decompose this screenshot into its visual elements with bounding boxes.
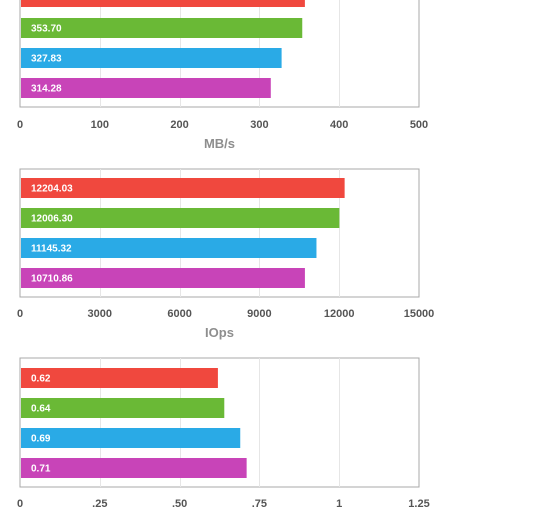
- tick-label: .25: [92, 498, 107, 510]
- tick-label: .50: [172, 498, 187, 510]
- tick-label: 100: [91, 119, 109, 131]
- bar: [21, 48, 282, 68]
- tick-label: 1: [336, 498, 342, 510]
- bar: [21, 428, 241, 448]
- tick-label: 500: [410, 119, 428, 131]
- bar: [21, 178, 345, 198]
- tick-label: 12000: [324, 308, 355, 320]
- data-label: 0.64: [31, 404, 51, 415]
- data-label: 353.70: [31, 24, 62, 35]
- data-label: 11145.32: [31, 244, 72, 255]
- chart-3: 0.62 0.64 0.69 0.71 0 .25 .50 .75 1 1.25: [17, 357, 430, 510]
- tick-label: 1.25: [408, 498, 429, 510]
- data-label: 10710.86: [31, 274, 73, 285]
- bar: [21, 368, 218, 388]
- data-label: 0.69: [31, 434, 51, 445]
- tick-label: 0: [17, 308, 23, 320]
- data-label: 0.71: [31, 464, 51, 475]
- tick-label: 300: [250, 119, 268, 131]
- bar: [21, 208, 340, 228]
- tick-label: 15000: [404, 308, 435, 320]
- bar: [21, 0, 305, 7]
- bar: [21, 458, 247, 478]
- tick-label: 0: [17, 119, 23, 131]
- data-label: 327.83: [31, 54, 62, 65]
- bar: [21, 268, 305, 288]
- tick-label: 6000: [167, 308, 191, 320]
- chart-1: 353.70 327.83 314.28 0 100 200 300 400 500 MB/s: [17, 0, 428, 151]
- tick-label: 0: [17, 498, 23, 510]
- bar: [21, 18, 303, 38]
- data-label: 0.62: [31, 374, 51, 385]
- chart-2: 12204.03 12006.30 11145.32 10710.86 0 3000 600…: [17, 168, 435, 340]
- x-axis-title: IOps: [205, 325, 234, 340]
- tick-label: 9000: [247, 308, 271, 320]
- tick-label: 3000: [88, 308, 112, 320]
- bar: [21, 78, 271, 98]
- bar: [21, 398, 225, 418]
- x-axis-title: MB/s: [204, 136, 235, 151]
- data-label: 314.28: [31, 84, 62, 95]
- tick-label: .75: [252, 498, 267, 510]
- tick-label: 400: [330, 119, 348, 131]
- bar: [21, 238, 317, 258]
- data-label: 12204.03: [31, 184, 73, 195]
- tick-label: 200: [170, 119, 188, 131]
- data-label: 12006.30: [31, 214, 73, 225]
